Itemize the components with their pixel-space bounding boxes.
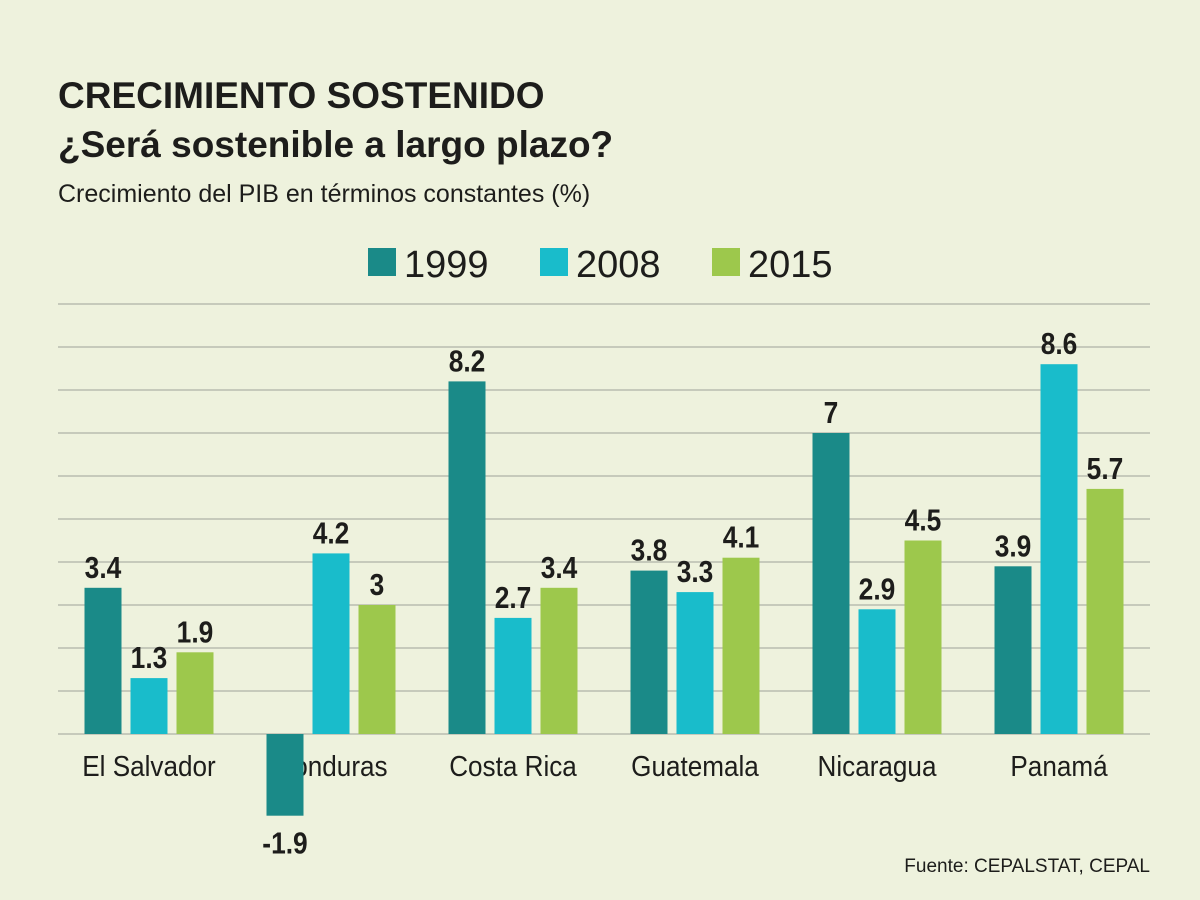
x-tick-label: Guatemala — [631, 750, 759, 783]
value-label: 4.1 — [723, 521, 760, 555]
bar — [904, 540, 942, 734]
value-label: 3.9 — [995, 529, 1032, 563]
legend-swatch — [712, 248, 740, 276]
bar — [84, 587, 122, 734]
x-tick-label: Panamá — [1010, 750, 1108, 783]
value-label: 4.5 — [905, 504, 942, 538]
bar — [1086, 488, 1124, 734]
bar — [858, 609, 896, 734]
bar — [812, 433, 850, 734]
value-label: 3.4 — [85, 551, 122, 585]
source: Fuente: CEPALSTAT, CEPAL — [904, 856, 1150, 877]
value-label: 3.8 — [631, 534, 668, 568]
bar — [448, 381, 486, 734]
bar — [722, 557, 760, 734]
x-tick-label: El Salvador — [82, 750, 215, 783]
value-label: 8.2 — [449, 344, 486, 378]
bar — [994, 566, 1032, 734]
value-label: 3 — [370, 568, 385, 602]
value-label: 2.7 — [495, 581, 532, 615]
bar — [130, 678, 168, 734]
legend-swatch — [368, 248, 396, 276]
x-tick-label: Costa Rica — [449, 750, 577, 783]
bar — [266, 734, 304, 816]
bar — [630, 570, 668, 734]
bar — [494, 617, 532, 734]
value-label: 8.6 — [1041, 327, 1078, 361]
bar — [1040, 364, 1078, 734]
legend-swatch — [540, 248, 568, 276]
value-label: 1.3 — [131, 641, 168, 675]
x-tick-label: Nicaragua — [818, 750, 938, 783]
value-label: 3.4 — [541, 551, 578, 585]
value-label: 5.7 — [1087, 452, 1124, 486]
legend-label: 1999 — [404, 244, 489, 286]
chart-title: CRECIMIENTO SOSTENIDO — [58, 75, 545, 116]
chart-description: Crecimiento del PIB en términos constant… — [58, 180, 590, 208]
bar — [676, 592, 714, 734]
value-label: 1.9 — [177, 615, 214, 649]
chart-subtitle: ¿Será sostenible a largo plazo? — [58, 124, 613, 165]
bar — [312, 553, 350, 734]
value-label: 3.3 — [677, 555, 714, 589]
value-label: 2.9 — [859, 572, 896, 606]
value-label: -1.9 — [262, 827, 307, 861]
legend-label: 2015 — [748, 244, 833, 286]
bar — [358, 605, 396, 734]
value-label: 4.2 — [313, 516, 350, 550]
bar — [540, 587, 578, 734]
legend-label: 2008 — [576, 244, 661, 286]
bar — [176, 652, 214, 734]
value-label: 7 — [824, 396, 839, 430]
